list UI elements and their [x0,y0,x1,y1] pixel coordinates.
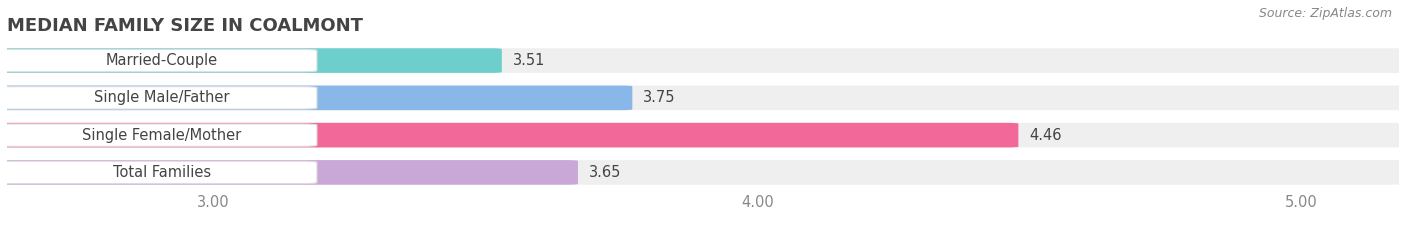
Text: Single Female/Mother: Single Female/Mother [83,128,242,143]
FancyBboxPatch shape [0,160,578,185]
FancyBboxPatch shape [0,124,316,146]
Text: Total Families: Total Families [112,165,211,180]
FancyBboxPatch shape [0,123,1406,147]
FancyBboxPatch shape [0,161,316,184]
Text: 3.75: 3.75 [643,90,676,105]
FancyBboxPatch shape [0,160,1406,185]
FancyBboxPatch shape [0,86,633,110]
FancyBboxPatch shape [0,86,1406,110]
FancyBboxPatch shape [0,48,502,73]
FancyBboxPatch shape [0,87,316,109]
Text: Single Male/Father: Single Male/Father [94,90,229,105]
FancyBboxPatch shape [0,49,316,72]
Text: 3.51: 3.51 [513,53,546,68]
FancyBboxPatch shape [0,48,1406,73]
Text: MEDIAN FAMILY SIZE IN COALMONT: MEDIAN FAMILY SIZE IN COALMONT [7,17,363,35]
Text: Source: ZipAtlas.com: Source: ZipAtlas.com [1258,7,1392,20]
FancyBboxPatch shape [0,123,1018,147]
Text: 3.65: 3.65 [589,165,621,180]
Text: 4.46: 4.46 [1029,128,1062,143]
Text: Married-Couple: Married-Couple [105,53,218,68]
